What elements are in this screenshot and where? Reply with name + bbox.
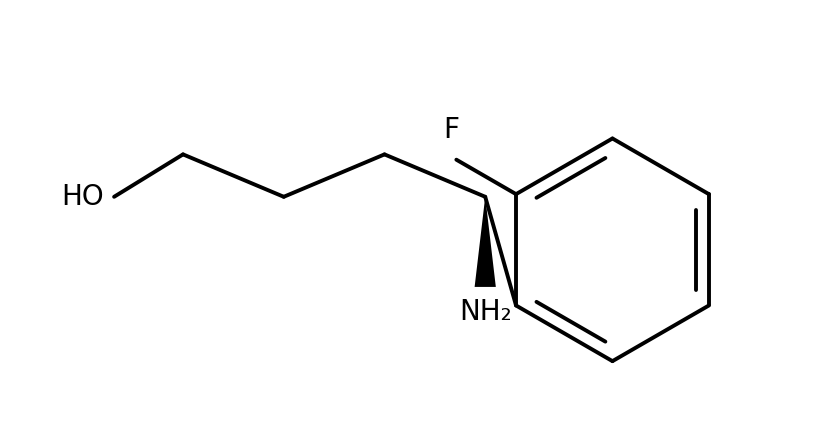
Polygon shape [474, 197, 496, 287]
Text: F: F [443, 116, 459, 144]
Text: HO: HO [61, 183, 104, 211]
Text: NH₂: NH₂ [459, 297, 511, 326]
